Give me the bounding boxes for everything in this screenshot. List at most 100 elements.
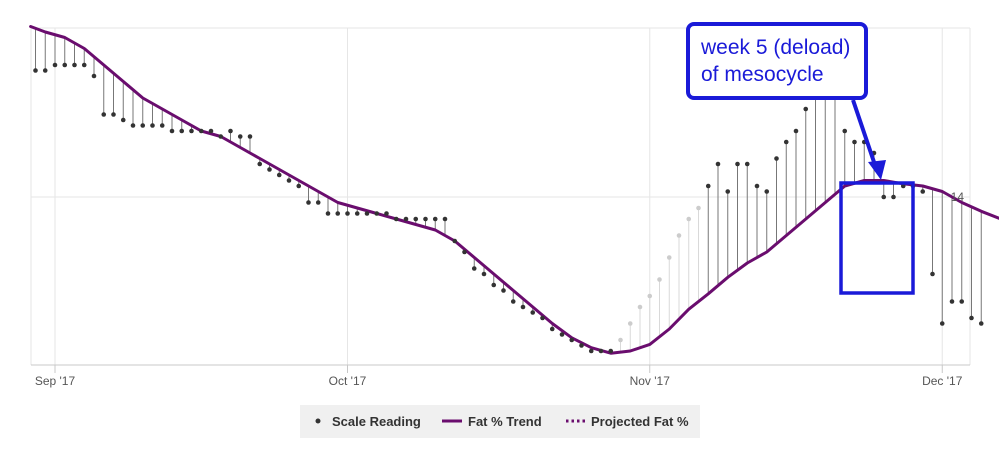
scale-reading-point [559,332,565,337]
scale-reading-point [471,266,477,271]
scale-reading-point [764,189,770,194]
scale-reading-point [715,161,721,167]
scale-reading-point [481,271,487,277]
scale-reading-point [657,277,662,282]
y-tick-label: 14 [951,190,965,204]
scale-reading-point [598,348,604,354]
x-tick-label: Sep '17 [35,374,76,388]
scale-reading-point [588,348,594,354]
scale-reading-point [403,216,409,222]
scale-reading-point [647,293,653,299]
legend-dot-symbol [315,418,321,424]
scale-reading-point [52,62,58,68]
scale-reading-point [354,211,360,216]
callout-arrow-shaft [851,99,877,166]
scale-reading-point [247,134,253,139]
scale-reading-point [774,156,779,161]
scale-reading-point [930,271,935,277]
scale-reading-point [33,68,38,73]
scale-reading-point [130,123,136,128]
scale-reading-point [72,62,77,68]
scale-reading-point [306,200,311,205]
scale-reading-point [81,62,87,68]
legend-item-scale-reading[interactable]: Scale Reading [315,414,421,429]
scale-reading-point [881,194,887,200]
scale-reading-point [462,249,467,255]
scale-reading-point [705,183,711,189]
scale-reading-point [549,326,555,332]
scale-reading-point [62,62,68,68]
legend-item-projected-fat[interactable]: Projected Fat % [566,414,689,429]
scale-reading-point [325,211,331,216]
residual-stems [35,28,982,354]
scale-reading-point [608,348,614,354]
scale-reading-point [501,288,506,293]
scale-reading-point [393,216,399,222]
scale-reading-point [228,128,233,134]
scale-reading-point [237,134,243,139]
x-tick-label: Nov '17 [630,374,671,388]
scale-reading-point [725,189,731,194]
scale-reading-point [296,183,302,189]
legend-label-scale-reading: Scale Reading [332,414,421,429]
callout-box [686,22,868,100]
scale-reading-point [618,337,623,343]
scale-reading-point [783,139,789,145]
scale-reading-point [276,172,282,178]
scale-reading-point [969,315,974,321]
callout-line-1: week 5 (deload) [700,36,850,59]
scale-reading-point [842,128,848,134]
scale-reading-point [101,112,107,117]
scale-reading-point [257,161,263,167]
callout-arrow-head [868,160,886,180]
scale-reading-point [939,321,945,326]
scale-reading-point [374,211,380,216]
scale-reading-point [42,68,48,73]
scale-reading-point [111,112,116,117]
scale-reading-point [91,73,97,79]
scale-reading-point [413,216,419,222]
callout-line-2: of mesocycle [701,63,824,86]
scale-reading-point [949,299,955,304]
scale-reading-point [686,216,692,222]
scale-reading-point [540,315,545,321]
scale-reading-point [198,128,204,134]
scale-reading-point [452,238,458,244]
annotation: week 5 (deload) of mesocycle [686,22,915,295]
scale-reading-point [803,106,809,112]
scale-reading-point [579,343,584,348]
scale-reading-point [793,128,799,134]
scale-reading-point [491,282,497,288]
scale-reading-point [754,183,760,189]
legend-item-fat-trend[interactable]: Fat % Trend [442,414,542,429]
scale-reading-point [345,211,350,216]
scale-reading-point [920,189,926,194]
scale-reading-point [364,211,370,216]
scale-reading-point [169,128,175,134]
scale-reading-point [189,128,194,134]
scale-reading-point [208,128,214,134]
scale-reading-point [140,123,146,128]
scale-reading-point [637,304,643,310]
scale-reading-point [335,211,341,216]
scale-reading-point [432,216,438,222]
scale-reading-point [900,183,906,189]
x-tick-label: Oct '17 [329,374,367,388]
scale-reading-point [735,161,740,167]
legend-label-fat-trend: Fat % Trend [468,414,542,429]
scale-reading-point [696,205,701,211]
x-tick-label: Dec '17 [922,374,963,388]
scale-reading-point [510,299,516,304]
deload-highlight-box [839,181,915,295]
scale-reading-point [978,321,984,326]
scale-reading-point [286,178,292,183]
scale-reading-point [891,194,896,200]
scale-reading-point [959,299,965,304]
scale-reading-point [627,321,633,326]
scale-reading-point [384,211,389,216]
legend-label-projected-fat: Projected Fat % [591,414,689,429]
scale-reading-point [852,139,857,145]
scale-reading-point [423,216,428,222]
axes: Sep '17 Oct '17 Nov '17 Dec '17 14 [31,190,970,388]
